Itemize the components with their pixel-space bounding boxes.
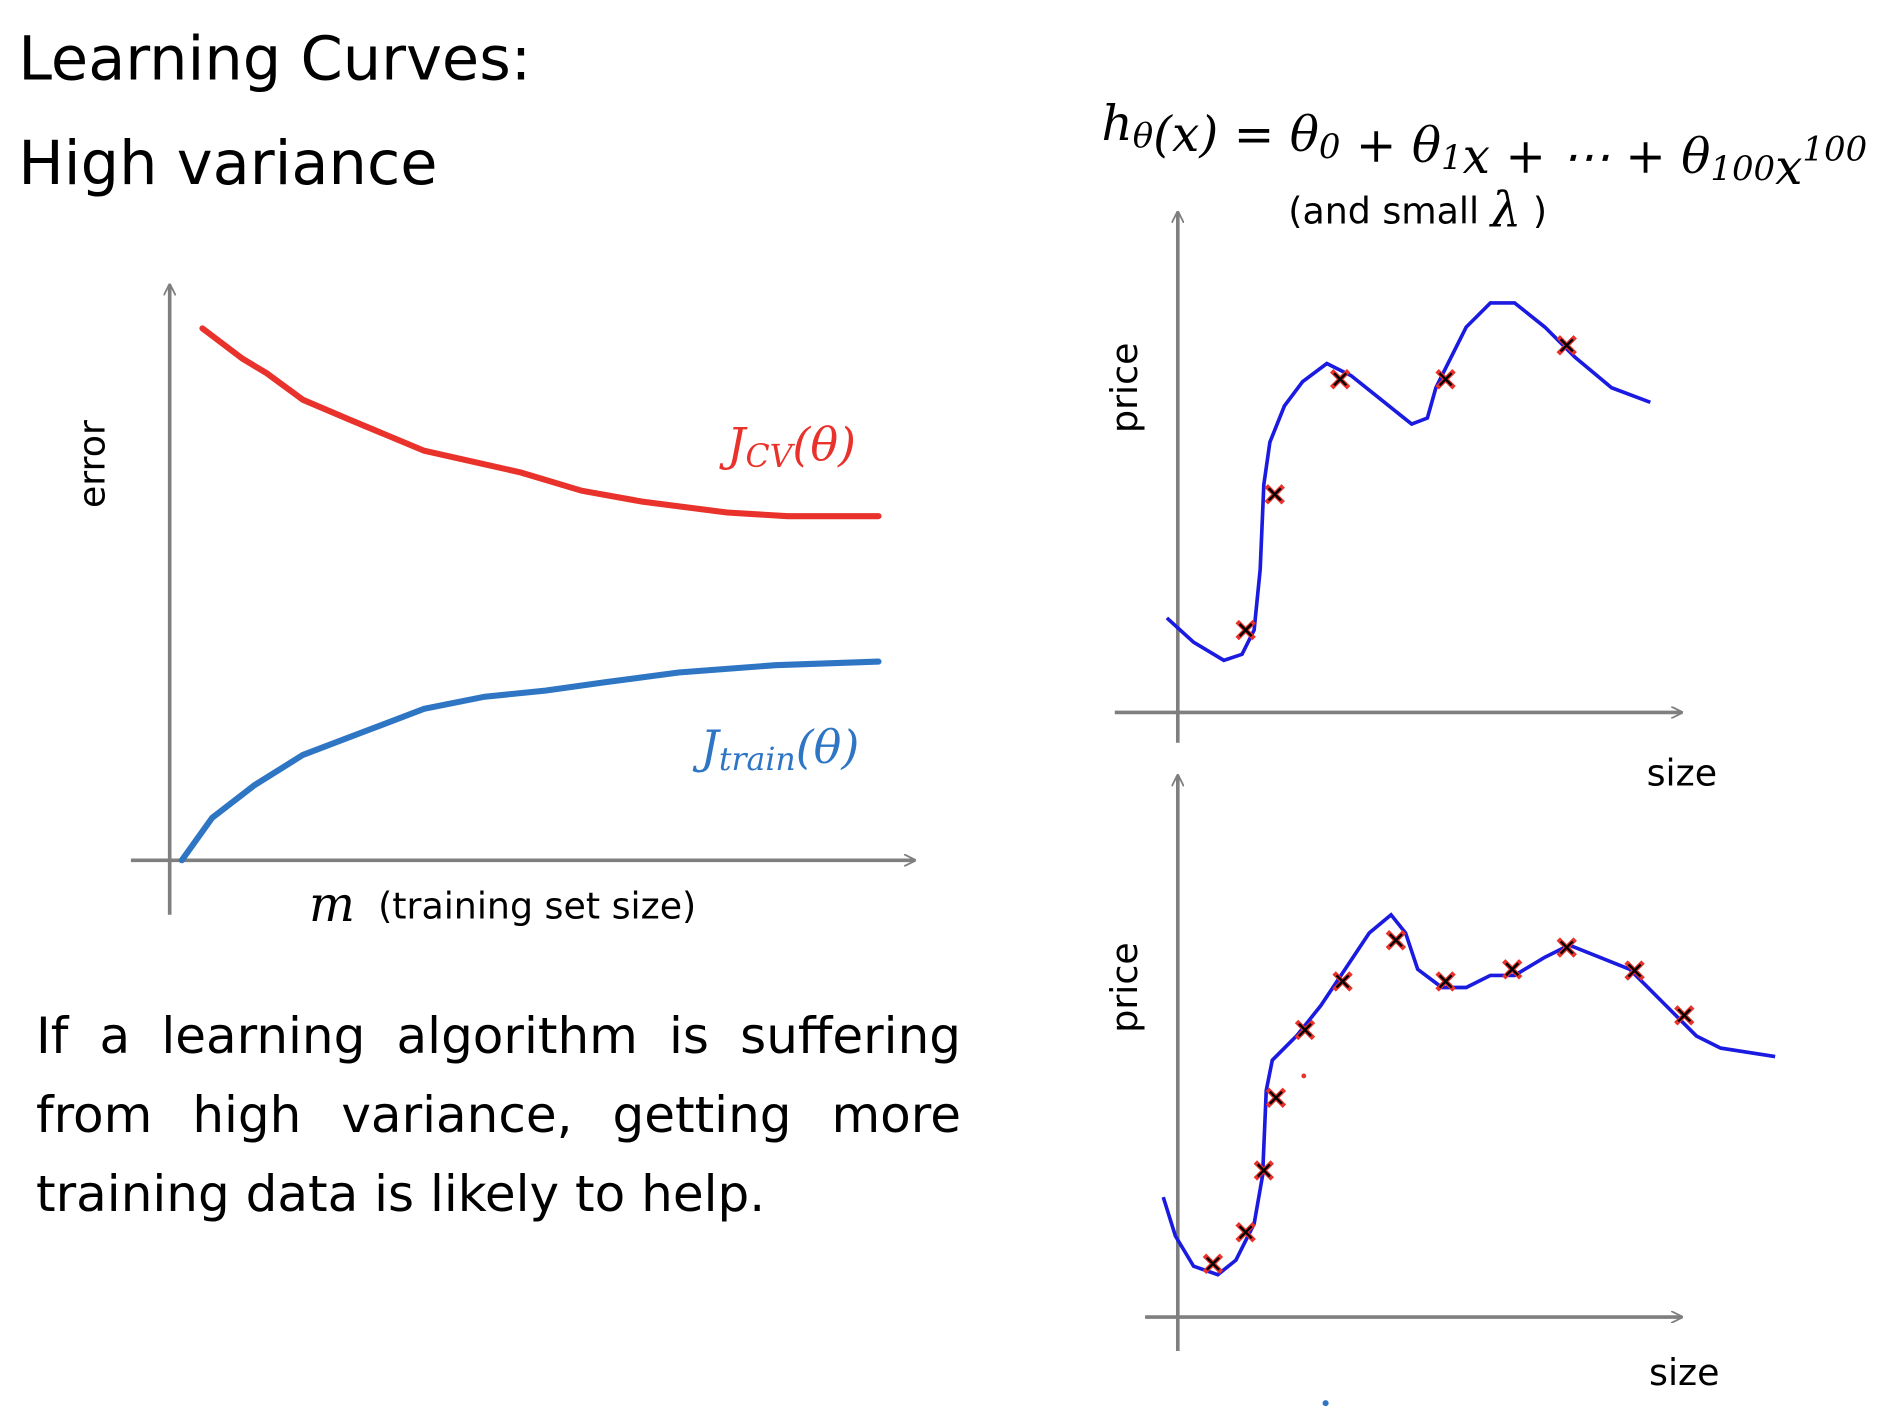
formula-part: x + ⋯ + θ <box>1463 128 1711 184</box>
cross-stroke <box>1335 974 1350 989</box>
data-point <box>1202 1253 1224 1274</box>
formula: hθ(x) = θ0 + θ1x + ⋯ + θ100x100 <box>1102 96 1868 196</box>
formula-part: h <box>1102 96 1133 152</box>
data-point <box>1556 335 1577 356</box>
label-arg: (θ) <box>796 720 860 774</box>
label-arg: (θ) <box>792 417 856 471</box>
cross-stroke <box>1333 372 1348 387</box>
title-line: Learning Curves: <box>18 25 531 95</box>
formula-sub: 0 <box>1319 127 1341 166</box>
data-point <box>1556 937 1577 958</box>
data-point <box>1264 484 1285 505</box>
cross-stroke <box>1267 487 1282 502</box>
data-point <box>1624 960 1645 981</box>
x-axis-label: size <box>1649 1351 1719 1394</box>
data-points <box>1202 930 1695 1274</box>
note-text: ) <box>1521 189 1547 232</box>
formula-part: + θ <box>1340 118 1441 174</box>
data-point <box>1435 971 1456 992</box>
x-axis-label: (training set size) <box>378 885 696 928</box>
data-point <box>1265 1087 1287 1108</box>
y-axis-label: error <box>71 420 114 508</box>
plot-axes <box>1145 775 1682 1351</box>
x-variable: m <box>309 877 355 933</box>
data-point <box>1235 1222 1256 1243</box>
cross-stroke <box>1438 974 1453 989</box>
cross-stroke <box>1438 372 1453 387</box>
note-symbol: λ <box>1489 182 1522 238</box>
cross-stroke <box>1677 1008 1692 1023</box>
formula-sub: 1 <box>1441 138 1463 177</box>
cross-stroke <box>1238 623 1253 637</box>
formula-note: (and small λ ) <box>1288 182 1547 238</box>
formula-part: x <box>1775 139 1802 195</box>
data-point <box>1332 971 1353 992</box>
data-point <box>1385 930 1407 951</box>
y-axis-label: price <box>1103 343 1146 433</box>
cross-stroke <box>1627 963 1642 978</box>
x-axis-label: size <box>1647 751 1717 794</box>
title-line: High variance <box>18 129 437 199</box>
label-sub: CV <box>746 439 796 475</box>
data-point <box>1329 369 1351 390</box>
note-text: (and small <box>1288 189 1490 232</box>
formula-part: (x) = θ <box>1153 107 1319 163</box>
train-curve <box>178 658 882 864</box>
data-point <box>1235 619 1256 641</box>
stray-dot <box>1301 1073 1307 1079</box>
cv-label: JCV(θ) <box>719 417 856 474</box>
cross-stroke <box>1269 1090 1283 1105</box>
formula-sub: 100 <box>1710 149 1775 188</box>
train-label: Jtrain(θ) <box>692 720 859 777</box>
data-points <box>1235 335 1577 641</box>
cross-stroke <box>1559 940 1574 955</box>
cv-curve <box>199 325 882 520</box>
data-point <box>1294 1019 1316 1041</box>
y-axis-label: price <box>1103 942 1146 1032</box>
stray-dot <box>1322 1400 1329 1407</box>
cross-stroke <box>1505 962 1520 977</box>
data-point <box>1253 1160 1275 1181</box>
label-base: J <box>719 417 748 471</box>
learning-curve-axes <box>130 285 915 915</box>
fit-curve <box>1165 301 1651 663</box>
label-base: J <box>692 720 721 774</box>
cross-stroke <box>1238 1225 1253 1240</box>
cross-stroke <box>1559 338 1574 353</box>
label-sub: train <box>719 741 796 777</box>
plot-axes <box>1114 212 1682 743</box>
formula-sub: θ <box>1133 116 1153 155</box>
data-point <box>1502 959 1523 980</box>
cross-stroke <box>1298 1022 1312 1037</box>
formula-sup: 100 <box>1802 129 1867 168</box>
data-point <box>1435 369 1456 390</box>
cross-stroke <box>1388 933 1403 948</box>
cross-stroke <box>1206 1256 1220 1271</box>
data-point <box>1674 1005 1695 1026</box>
paragraph: If a learning algorithm is suffering fro… <box>36 1007 961 1223</box>
fit-curve <box>1161 912 1776 1277</box>
cross-stroke <box>1256 1163 1271 1178</box>
